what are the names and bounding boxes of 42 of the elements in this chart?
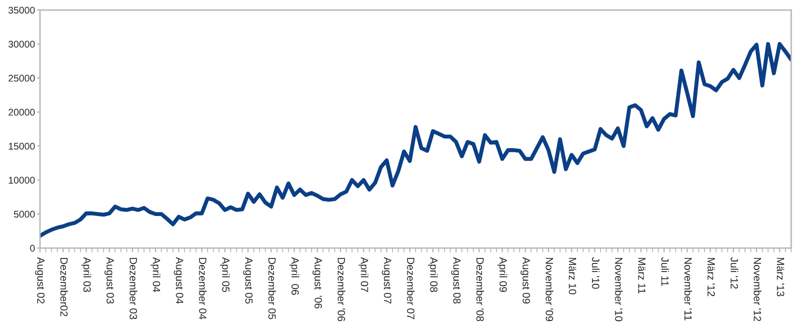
y-tick-label: 15000 xyxy=(8,142,35,150)
y-tick-label: 0 xyxy=(30,244,35,252)
x-tick-label: November '09 xyxy=(546,258,554,322)
x-tick-label: August 09 xyxy=(520,257,530,304)
x-tick-label: August 07 xyxy=(382,257,392,304)
y-tick-label: 30000 xyxy=(8,40,35,48)
x-tick-label: März 11 xyxy=(638,258,646,294)
y-tick-label: 20000 xyxy=(8,108,35,116)
x-tick-label: Juli '10 xyxy=(592,257,600,289)
x-tick-label: April 04 xyxy=(150,257,160,292)
x-tick-label: November '12 xyxy=(754,258,762,322)
x-tick-label: Dezember 04 xyxy=(199,258,207,320)
line-series xyxy=(40,42,792,238)
x-tick-label: Dezember 03 xyxy=(130,258,138,320)
x-tick-label: November '11 xyxy=(684,258,692,320)
x-tick-label: Dezember '06 xyxy=(338,258,346,322)
x-tick-label: August '06 xyxy=(312,257,322,308)
x-tick-label: August 04 xyxy=(174,257,184,304)
x-tick-label: Dezember 05 xyxy=(268,258,276,320)
x-tick-label: Dezember '08 xyxy=(476,258,484,322)
x-tick-label: April 06 xyxy=(289,257,300,295)
x-tick-label: April 07 xyxy=(358,257,368,292)
x-tick-label: Dezember 07 xyxy=(407,258,415,320)
x-tick-label: April 03 xyxy=(81,257,92,292)
y-tick-label: 5000 xyxy=(14,210,35,218)
x-tick-label: April 09 xyxy=(497,257,508,292)
x-tick-label: April 05 xyxy=(220,257,230,292)
x-tick-label: August 08 xyxy=(451,257,461,304)
x-tick-label: März '13 xyxy=(776,258,784,296)
y-tick-label: 10000 xyxy=(8,176,35,184)
x-tick-label: März '12 xyxy=(708,258,715,296)
x-tick-label: November '10 xyxy=(615,258,623,322)
x-tick-label: Juli '12 xyxy=(730,257,738,289)
x-tick-label: April 08 xyxy=(428,257,438,292)
y-tick-label: 25000 xyxy=(8,74,35,82)
x-tick-label: März 10 xyxy=(568,258,576,294)
x-tick-label: August 02 xyxy=(35,257,45,304)
x-tick-label: Juli 11 xyxy=(661,257,669,286)
x-tick-label: August 05 xyxy=(243,257,253,304)
x-tick-label: August 03 xyxy=(104,257,114,304)
x-tick-label: Dezember02 xyxy=(60,258,68,316)
y-tick-label: 35000 xyxy=(8,6,35,14)
